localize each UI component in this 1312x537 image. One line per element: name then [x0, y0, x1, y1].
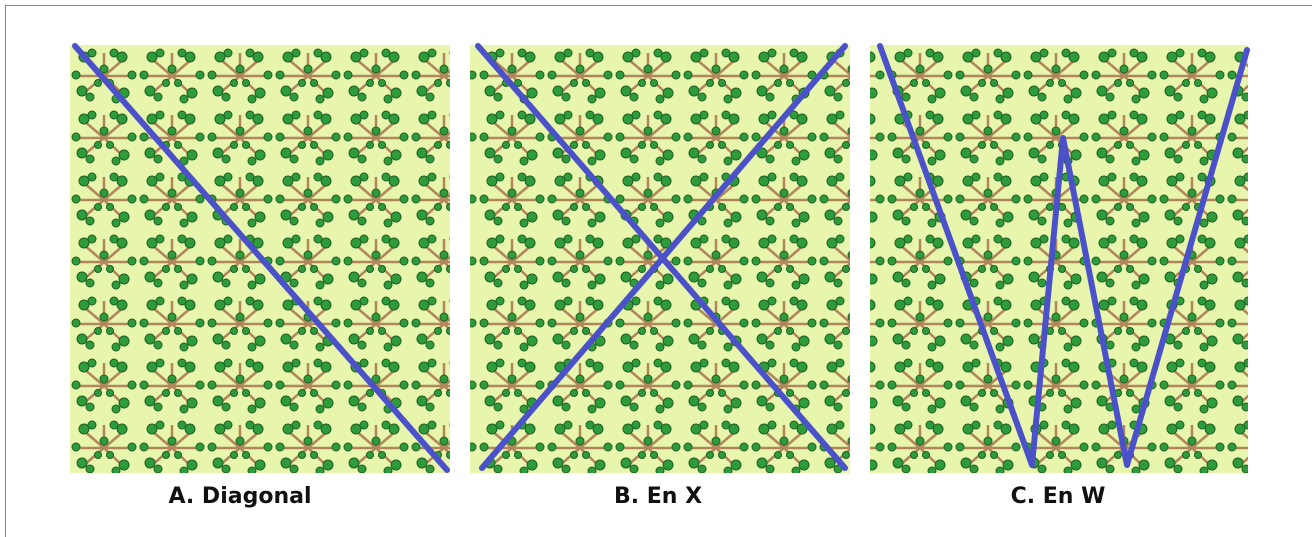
w-route [877, 43, 1250, 468]
x-route-2 [479, 43, 848, 471]
frame [5, 5, 1312, 537]
field-c [870, 45, 1248, 473]
panel-label: B. En X [614, 484, 702, 509]
diagonal-route [72, 43, 450, 473]
panel-label: C. En W [1011, 484, 1106, 509]
panel-label: A. Diagonal [168, 484, 311, 509]
